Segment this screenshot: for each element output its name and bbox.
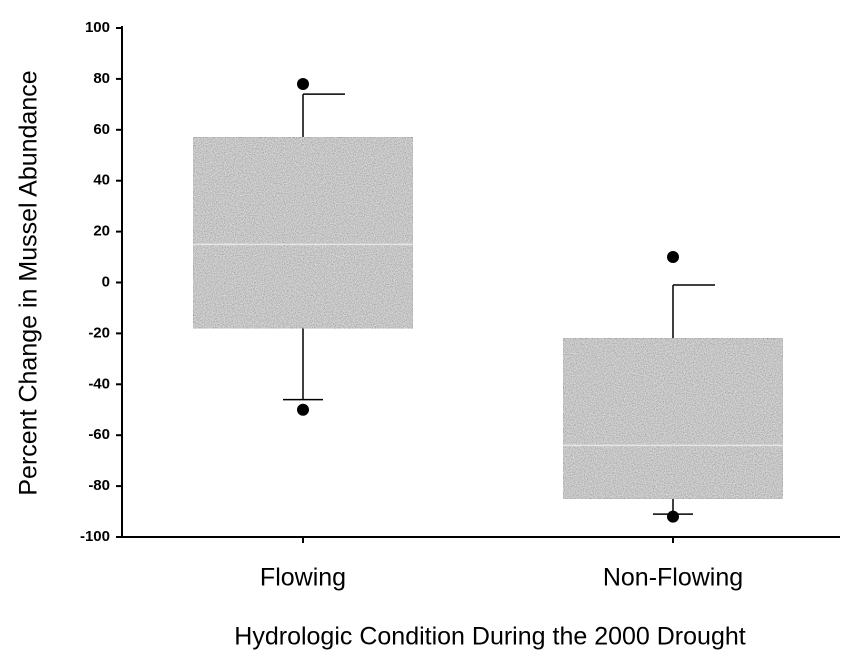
- y-tick-label: -20: [88, 324, 110, 341]
- y-tick-label: -80: [88, 477, 110, 494]
- y-tick-label: -40: [88, 375, 110, 392]
- y-tick-label: 100: [85, 19, 110, 36]
- y-tick-label: 80: [93, 70, 110, 87]
- y-tick-label: -60: [88, 426, 110, 443]
- y-tick-label: 0: [102, 273, 110, 290]
- y-axis-label: Percent Change in Mussel Abundance: [15, 70, 43, 495]
- outlier: [297, 77, 309, 90]
- x-axis-label: Hydrologic Condition During the 2000 Dro…: [234, 623, 745, 651]
- outlier: [297, 403, 309, 416]
- x-tick-label: Flowing: [260, 564, 346, 592]
- box: [562, 337, 784, 500]
- outlier: [667, 251, 679, 264]
- y-tick-label: 60: [93, 121, 110, 138]
- outlier: [667, 510, 679, 523]
- box: [192, 136, 414, 329]
- y-tick-label: 40: [93, 172, 110, 189]
- y-tick-label: -100: [80, 528, 110, 545]
- y-tick-label: 20: [93, 223, 110, 240]
- x-tick-label: Non-Flowing: [603, 564, 743, 592]
